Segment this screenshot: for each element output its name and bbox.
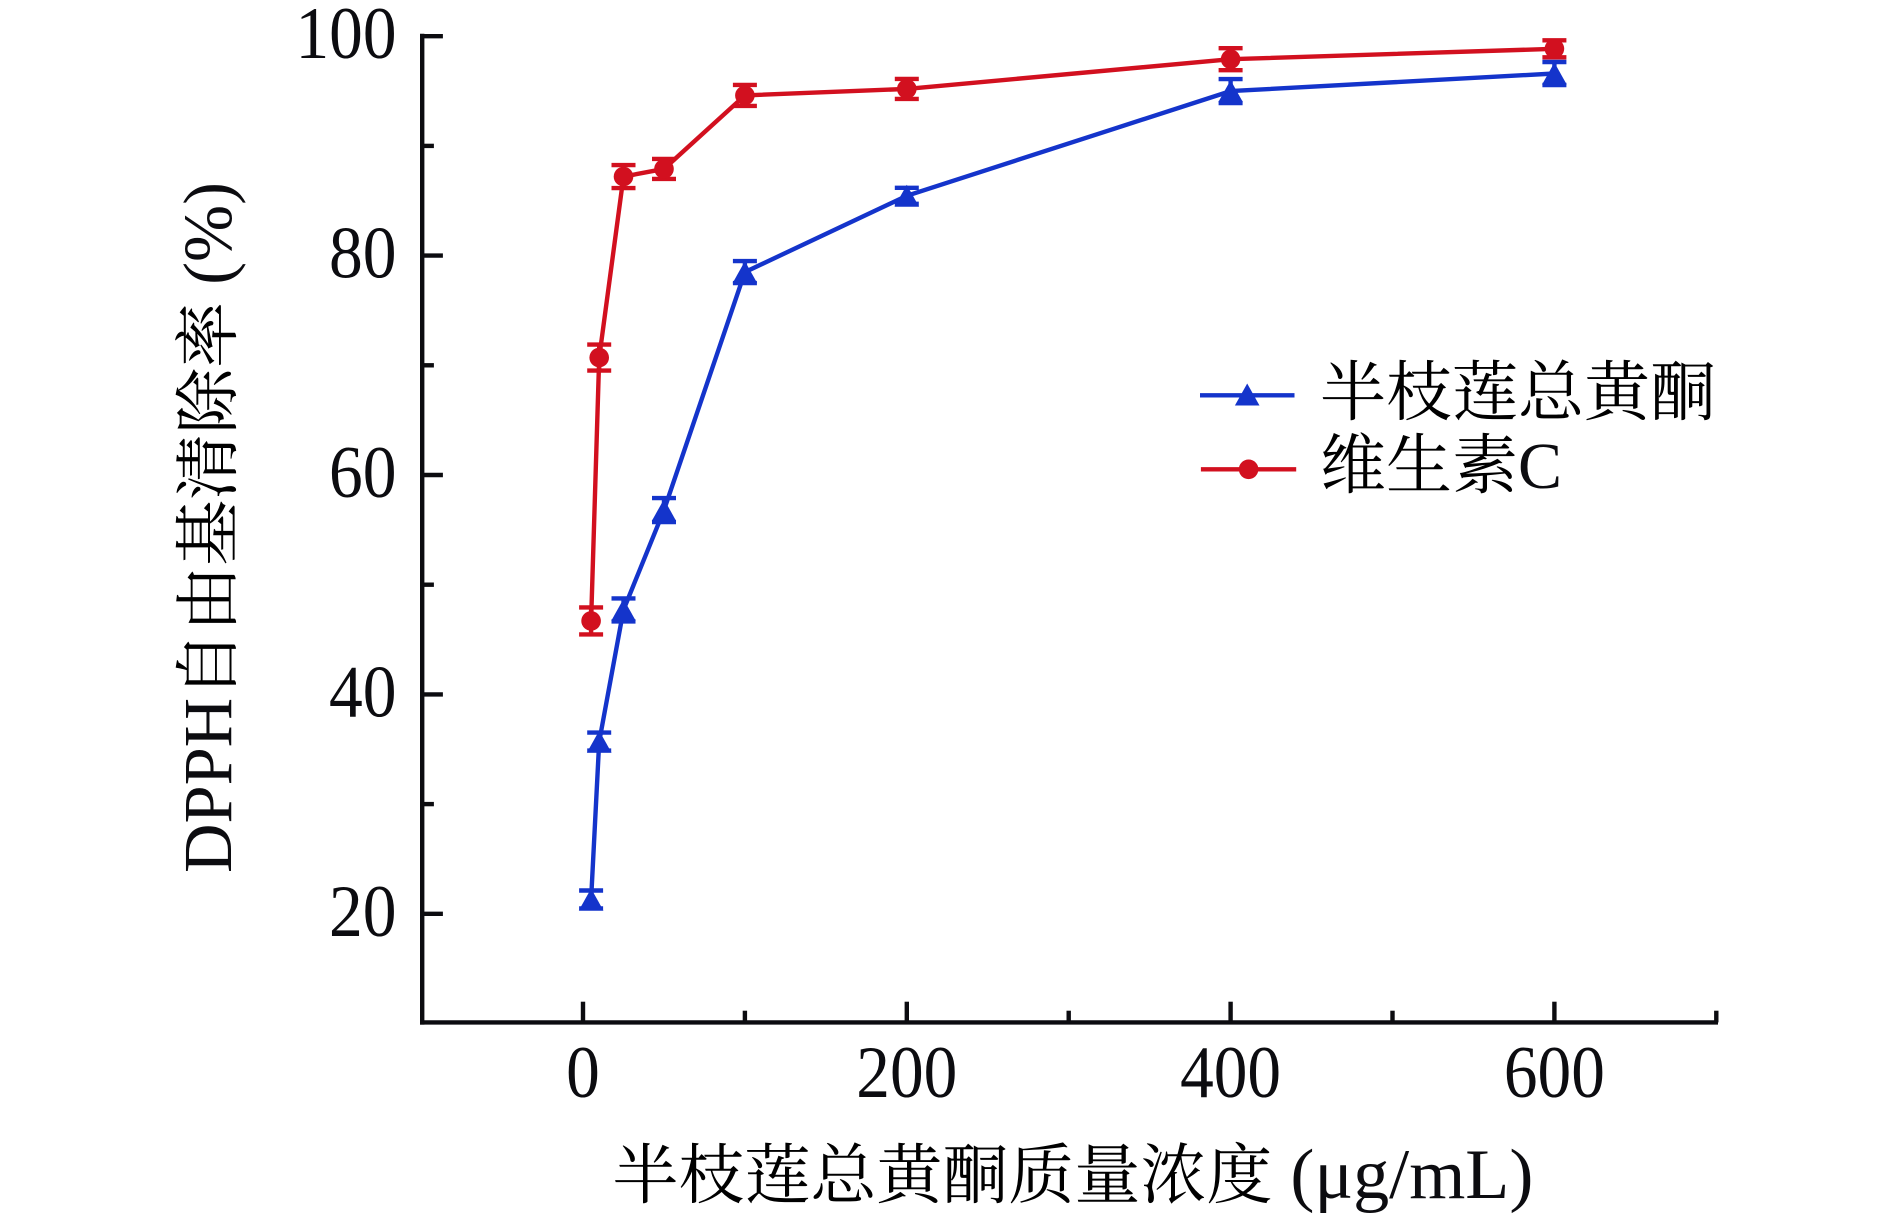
svg-text:100: 100 (296, 0, 397, 75)
svg-text:0: 0 (566, 1032, 600, 1114)
svg-text:200: 200 (856, 1032, 957, 1114)
svg-text:600: 600 (1504, 1032, 1605, 1114)
svg-text:60: 60 (329, 432, 397, 514)
svg-text:(%): (%) (170, 182, 246, 302)
svg-text:C: C (1518, 430, 1562, 503)
svg-text:(μg/mL): (μg/mL) (1272, 1136, 1533, 1214)
svg-text:DPPH: DPPH (170, 698, 246, 873)
svg-text:400: 400 (1180, 1032, 1281, 1114)
svg-text:40: 40 (329, 651, 397, 733)
svg-text:80: 80 (329, 213, 397, 295)
svg-text:20: 20 (329, 871, 397, 953)
